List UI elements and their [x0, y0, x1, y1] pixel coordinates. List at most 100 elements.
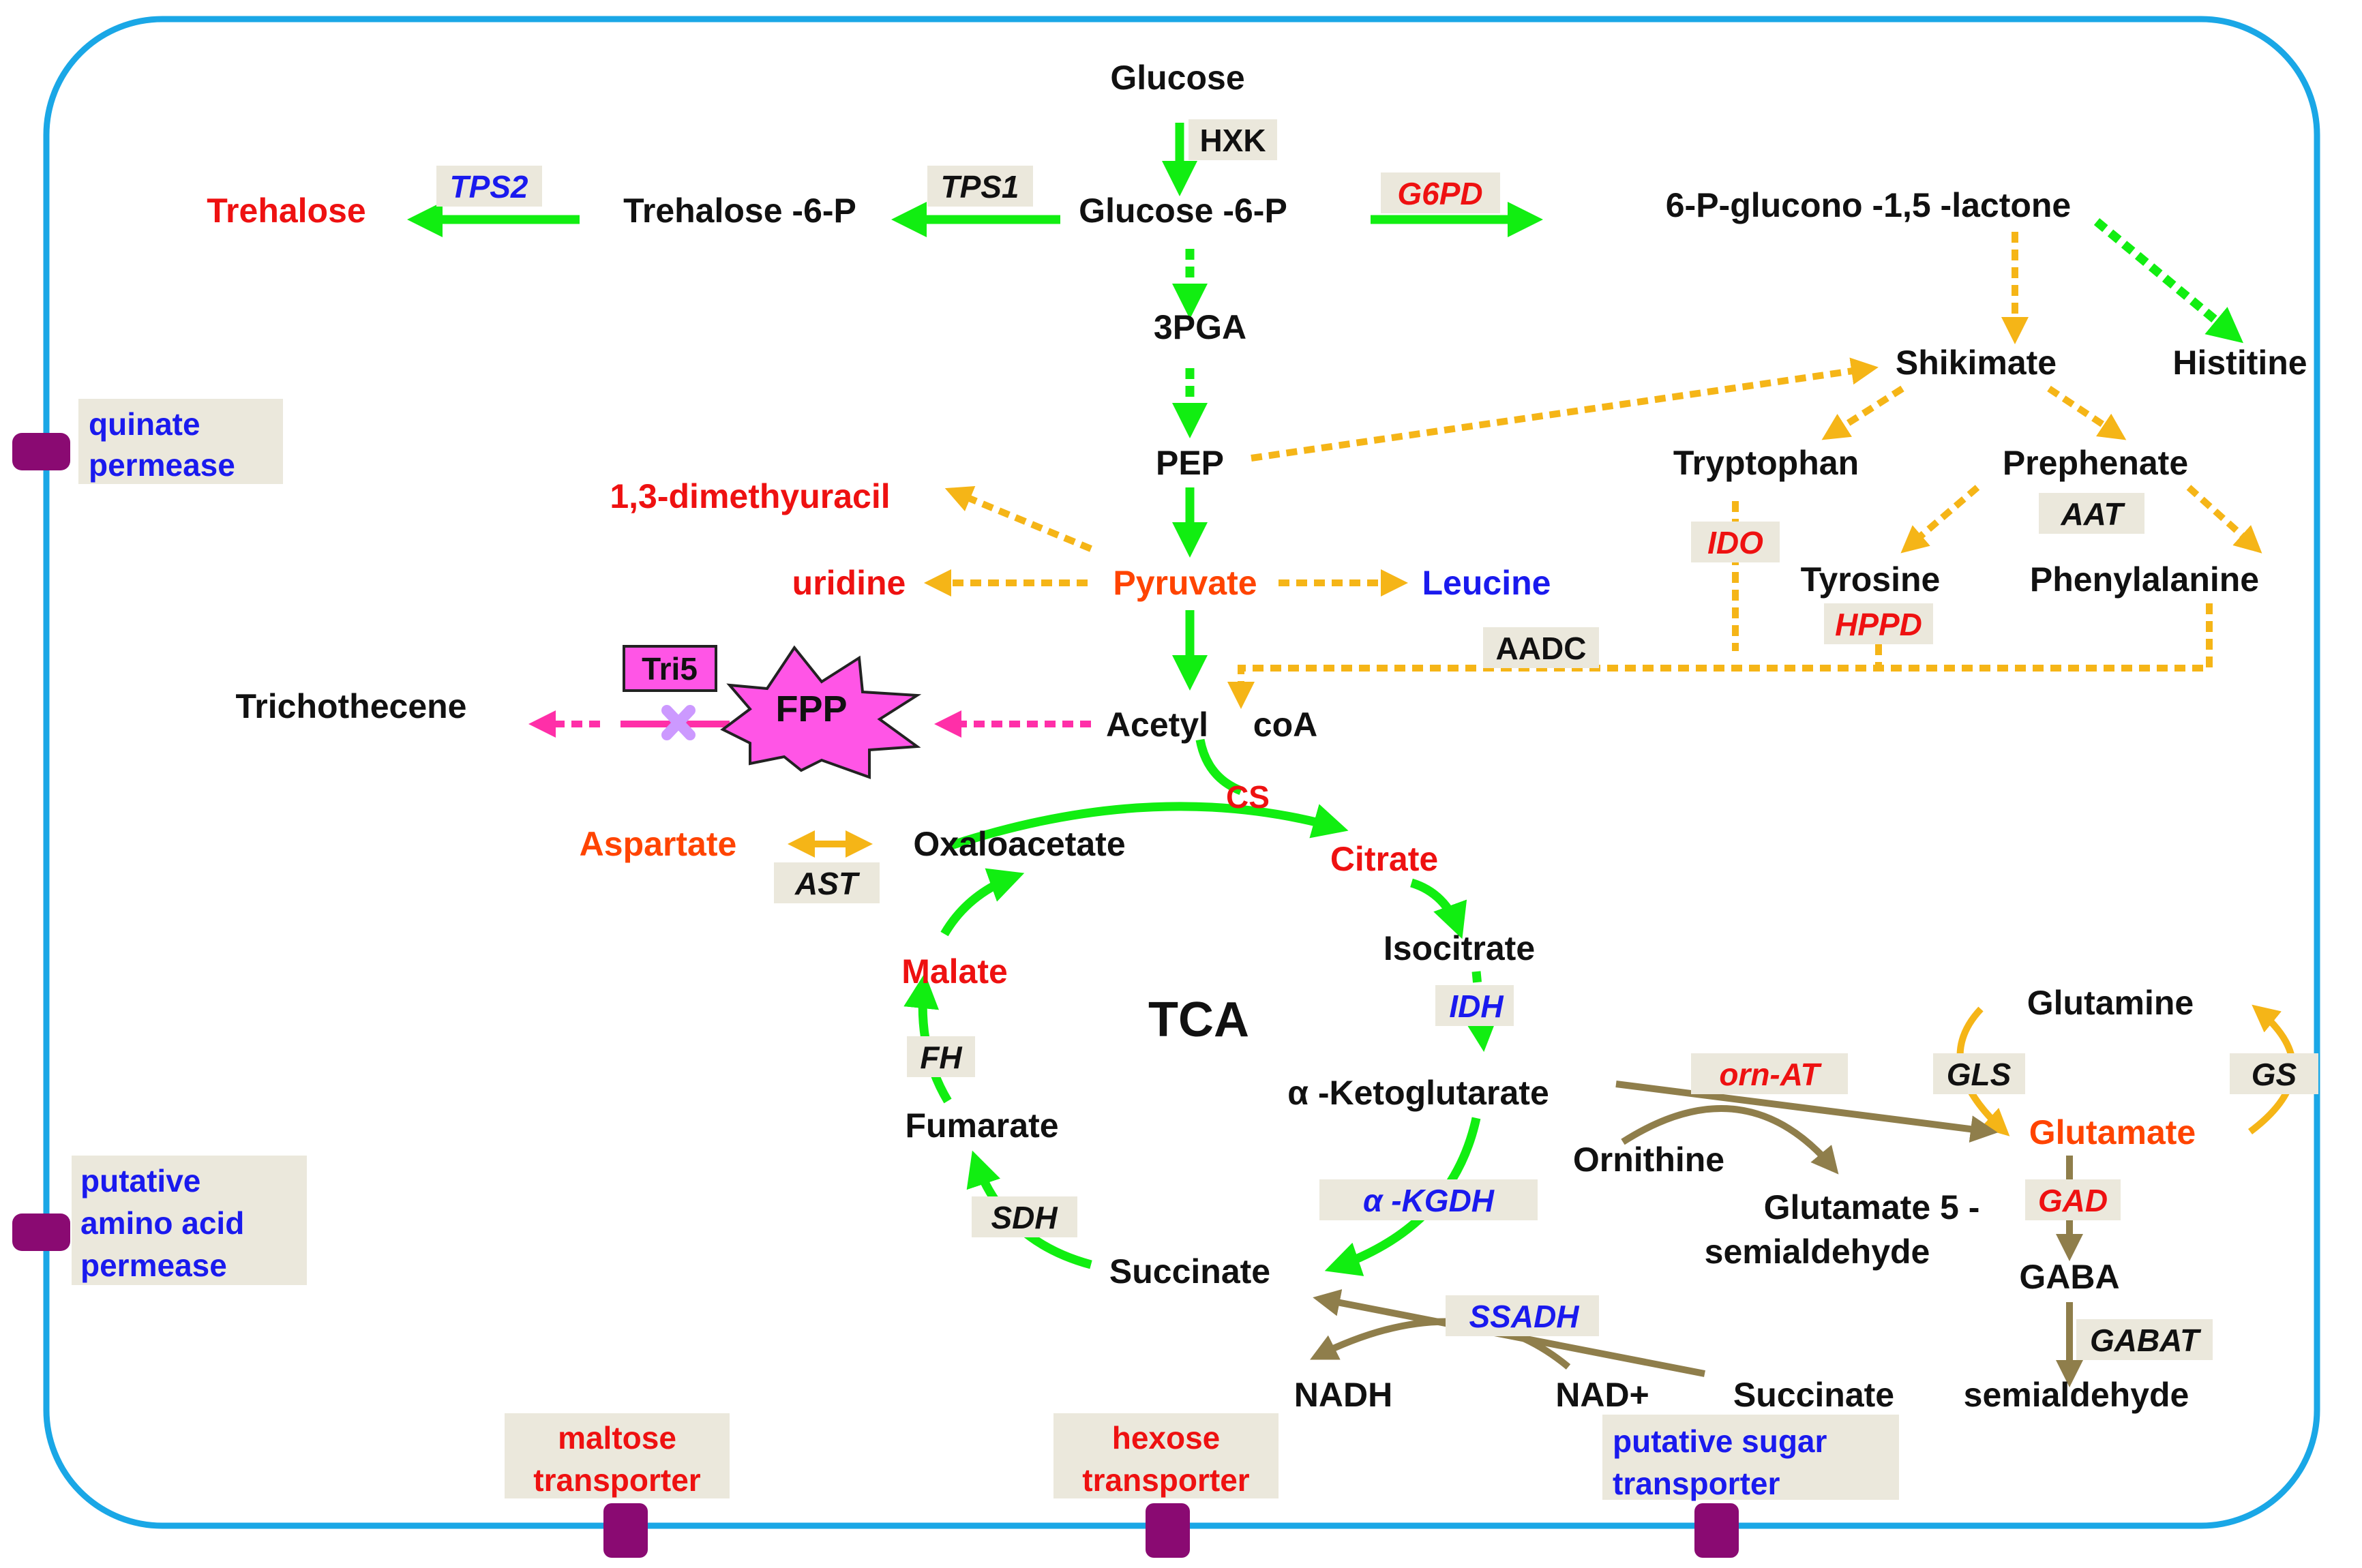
- sugar-transporter-line2: transporter: [1613, 1466, 1780, 1501]
- acetyl-label: Acetyl: [1106, 706, 1208, 744]
- hxk-enzyme: HXK: [1199, 123, 1266, 158]
- malate-label: Malate: [901, 952, 1008, 991]
- hppd-enzyme: HPPD: [1835, 607, 1922, 642]
- sdh-enzyme: SDH: [991, 1200, 1058, 1235]
- glu5sa-line1-label: Glutamate 5 -: [1764, 1188, 1980, 1226]
- enzyme-label-boxes: [436, 119, 2318, 1360]
- gs-enzyme: GS: [2252, 1057, 2297, 1092]
- ketoglutarate-label: α -Ketoglutarate: [1287, 1074, 1549, 1112]
- aspartate-label: Aspartate: [580, 825, 737, 863]
- gaba-label: GABA: [2019, 1258, 2119, 1296]
- citrate-label: Citrate: [1330, 840, 1438, 878]
- tps1-enzyme: TPS1: [940, 169, 1019, 205]
- ornithine-label: Ornithine: [1573, 1141, 1724, 1179]
- arrow-pep-to-shikimate: [1251, 357, 1879, 462]
- arrow-prephenate-to-phenylalanine: [2186, 485, 2262, 554]
- arrow-malate-to-oaa: [940, 868, 1025, 937]
- amino-acid-permease-line1: putative: [80, 1163, 200, 1198]
- arrow-pyruvate-to-dimethyuracil: [944, 486, 1092, 552]
- aadc-enzyme: AADC: [1496, 631, 1587, 666]
- quinate-permease-protein: [12, 433, 70, 470]
- dimethyuracil-label: 1,3-dimethyuracil: [610, 477, 890, 515]
- fh-enzyme: FH: [920, 1040, 962, 1075]
- gabat-enzyme: GABAT: [2090, 1323, 2202, 1358]
- ast-enzyme: AST: [794, 866, 861, 901]
- arrow-shikimate-to-tryptophan: [1821, 385, 1904, 440]
- quinate-permease-line2: permease: [89, 447, 235, 483]
- nad-plus-label: NAD+: [1555, 1376, 1649, 1414]
- gluconolactone-label: 6-P-glucono -1,5 -lactone: [1666, 186, 2072, 224]
- arrow-akg-to-glutamate: [1615, 1081, 1998, 1143]
- nadh-label: NADH: [1294, 1376, 1392, 1414]
- amino-acid-permease-line3: permease: [80, 1248, 227, 1283]
- glutamate-label: Glutamate: [2029, 1113, 2196, 1151]
- trichothecene-label: Trichothecene: [236, 687, 467, 725]
- tca-label: TCA: [1148, 993, 1249, 1047]
- tyrosine-label: Tyrosine: [1801, 560, 1941, 599]
- idh-enzyme: IDH: [1449, 989, 1504, 1024]
- gad-enzyme: GAD: [2038, 1183, 2108, 1218]
- sugar-transporter-line1: putative sugar: [1613, 1423, 1827, 1459]
- pyruvate-label: Pyruvate: [1113, 564, 1257, 602]
- transporter-label-boxes: [72, 399, 1899, 1500]
- trehalose-6-p-label: Trehalose -6-P: [623, 192, 856, 230]
- oxaloacetate-label: Oxaloacetate: [913, 825, 1125, 863]
- cell-membrane: [43, 16, 2320, 1529]
- phenylalanine-label: Phenylalanine: [2030, 560, 2259, 599]
- fpp-star-shape: [720, 645, 922, 779]
- semialdehyde-label: semialdehyde: [1964, 1376, 2189, 1414]
- arrow-acetylcoa-to-cs: [1195, 738, 1243, 796]
- glu5sa-line2-label: semialdehyde: [1705, 1233, 1930, 1271]
- maltose-transporter-protein: [603, 1503, 648, 1558]
- ido-enzyme: IDO: [1707, 525, 1763, 560]
- hexose-transporter-line2: transporter: [1082, 1462, 1249, 1498]
- shikimate-label: Shikimate: [1896, 344, 2057, 382]
- hexose-transporter-line1: hexose: [1112, 1420, 1221, 1456]
- hexose-transporter-protein: [1146, 1503, 1190, 1558]
- tan-arrows: [1310, 1081, 2083, 1387]
- isocitrate-label: Isocitrate: [1384, 929, 1535, 967]
- fpp-label: FPP: [775, 689, 847, 729]
- amino-acid-permease-line2: amino acid: [80, 1205, 244, 1241]
- succinate2-label: Succinate: [1733, 1376, 1894, 1414]
- cs-enzyme: CS: [1226, 779, 1270, 815]
- g6pd-enzyme: G6PD: [1397, 176, 1482, 211]
- tryptophan-label: Tryptophan: [1673, 444, 1859, 482]
- glucose-6-p-label: Glucose -6-P: [1079, 192, 1287, 230]
- transporter-proteins: [12, 433, 1739, 1558]
- trehalose-label: Trehalose: [207, 192, 365, 230]
- orange-arrows: [788, 232, 2297, 1136]
- arrow-ornithine-to-g5sa: [1621, 1105, 1839, 1175]
- tri5-enzyme: Tri5: [642, 651, 698, 687]
- arrow-prephenate-to-tyrosine: [1900, 485, 1980, 554]
- inhibition-x-icon: [661, 705, 696, 740]
- tps2-enzyme: TPS2: [449, 169, 528, 205]
- maltose-transporter-line2: transporter: [533, 1462, 700, 1498]
- arrow-shikimate-to-prephenate: [2047, 385, 2127, 440]
- leucine-label: Leucine: [1422, 564, 1551, 602]
- tri5-box: [623, 645, 717, 692]
- aat-enzyme: AAT: [2060, 496, 2125, 532]
- histitine-label: Histitine: [2172, 344, 2307, 382]
- uridine-label: uridine: [792, 564, 906, 602]
- arrow-aromatics-to-acetylcoa: [1227, 603, 2213, 709]
- fumarate-label: Fumarate: [905, 1106, 1058, 1145]
- orn-at-enzyme: orn-AT: [1719, 1057, 1822, 1092]
- arrow-citrate-to-isocitrate: [1409, 878, 1467, 939]
- arrow-oaa-to-citrate: [949, 802, 1349, 850]
- maltose-transporter-line1: maltose: [558, 1420, 676, 1456]
- amino-acid-permease-protein: [12, 1213, 70, 1251]
- sugar-transporter-protein: [1694, 1503, 1739, 1558]
- coa-label: coA: [1253, 706, 1317, 744]
- succinate-label: Succinate: [1109, 1252, 1270, 1291]
- akgdh-enzyme: α -KGDH: [1363, 1183, 1495, 1218]
- arrow-lactone-to-histitine: [2093, 217, 2244, 344]
- pep-label: PEP: [1156, 444, 1224, 482]
- quinate-permease-line1: quinate: [89, 406, 200, 442]
- prephenate-label: Prephenate: [2003, 444, 2188, 482]
- gls-enzyme: GLS: [1947, 1057, 2012, 1092]
- ssadh-enzyme: SSADH: [1469, 1299, 1579, 1334]
- 3pga-label: 3PGA: [1154, 308, 1246, 346]
- glucose-label: Glucose: [1110, 59, 1244, 97]
